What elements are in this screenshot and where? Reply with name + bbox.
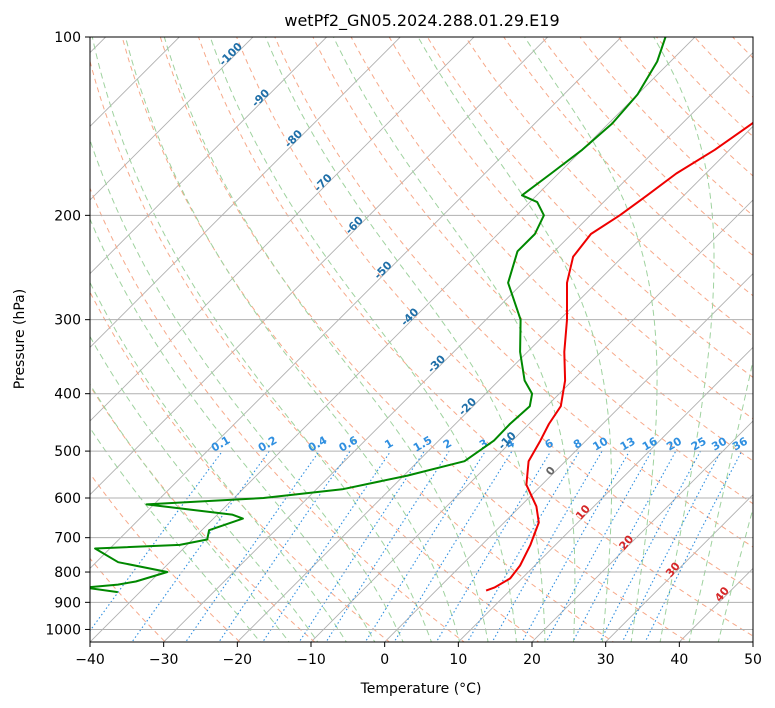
mixing-ratio-line [435,450,552,642]
y-tick-label: 300 [54,313,81,329]
moist-adiabat-line [90,427,261,642]
chart-title: wetPf2_GN05.2024.288.01.29.E19 [284,11,559,31]
isotherm-line [531,420,753,642]
dry-adiabat-line [350,37,753,462]
sounding-series [90,37,753,594]
moist-adiabat-line [90,335,319,642]
isotherm-line [90,37,328,275]
y-tick-label: 400 [54,387,81,403]
dry-adiabat-line [236,37,753,592]
moist-adiabat-lines [90,37,753,642]
moist-adiabat-line [417,37,612,642]
mixing-ratio-line [185,450,320,642]
moist-adiabat-line [688,358,753,642]
mixing-ratio-line [298,450,425,642]
dry-adiabat-line [90,186,465,642]
isotherm-line [90,37,696,642]
y-tick-label: 900 [54,595,81,611]
moist-adiabat-line [524,37,658,642]
isotherm-line [90,37,254,201]
dry-adiabat-line [388,37,753,420]
temperature-line [485,121,753,592]
dry-adiabat-line [90,291,391,642]
mixing-ratio-lines [90,450,743,642]
isotherm-line [90,37,549,496]
moist-adiabat-line [124,37,461,642]
x-tick-label: 30 [597,652,615,668]
y-tick-label: 100 [54,30,81,46]
moist-adiabat-line [653,37,715,642]
isotherm-line [90,37,622,569]
dry-adiabat-line [503,37,753,297]
mixing-ratio-line [644,450,743,642]
y-axis-title: Pressure (hPa) [12,289,28,389]
dewpoint-line [90,37,667,594]
x-axis-ticks: −40 −30 −20 −10 0 10 20 30 40 50 [75,642,762,668]
y-tick-label: 1000 [45,622,81,638]
moist-adiabat-line [209,37,518,642]
mixing-ratio-line [466,450,580,642]
dry-adiabat-line [159,37,690,642]
x-tick-label: −30 [149,652,179,668]
y-axis-ticks: 100 200 300 400 500 600 700 800 900 1000 [45,30,90,638]
dry-adiabat-line [90,384,316,642]
moist-adiabat-line [332,37,576,642]
moist-adiabat-line [265,37,546,642]
isotherm-line [236,125,753,642]
isotherm-line [457,346,753,642]
moist-adiabat-line [91,37,432,642]
mixing-ratio-line [325,450,450,642]
isotherm-lines [90,37,753,642]
mixing-ratio-line [262,450,392,642]
isotherm-line [310,199,753,642]
x-tick-label: 10 [449,652,467,668]
moist-adiabat-line [90,383,290,642]
moist-adiabat-line [90,281,347,642]
x-tick-label: 0 [380,652,389,668]
dry-adiabat-line [121,37,615,642]
dry-adiabat-lines [90,37,753,642]
dry-adiabat-line [90,59,540,642]
x-tick-label: 40 [670,652,688,668]
x-tick-label: 20 [523,652,541,668]
y-tick-label: 800 [54,565,81,581]
isotherm-line [90,37,401,348]
isotherm-line [605,494,753,642]
mixing-ratio-line [131,450,270,642]
dry-adiabat-line [579,37,753,217]
x-tick-label: −10 [296,652,326,668]
y-tick-label: 500 [54,444,81,460]
moist-adiabat-line [163,37,489,642]
pressure-gridlines [90,37,753,630]
dry-adiabat-line [464,37,753,337]
isotherm-line [163,52,753,642]
x-tick-label: −20 [223,652,253,668]
y-tick-label: 600 [54,491,81,507]
mixing-ratio-line [545,450,653,642]
plot-frame [89,36,754,643]
dry-adiabat-line [312,37,753,505]
isotherm-line [90,37,475,422]
dry-adiabat-line [274,37,753,548]
mixing-ratio-line [491,450,603,642]
x-tick-label: −40 [75,652,105,668]
dry-adiabat-line [541,37,753,257]
x-axis-title: Temperature (°C) [360,681,482,697]
isotherm-line [90,37,180,127]
moist-adiabat-line [717,506,753,642]
x-tick-label: 50 [744,652,762,668]
y-tick-label: 200 [54,208,81,224]
y-tick-label: 700 [54,531,81,547]
dry-adiabat-line [426,37,753,378]
mixing-ratio-line [218,450,351,642]
